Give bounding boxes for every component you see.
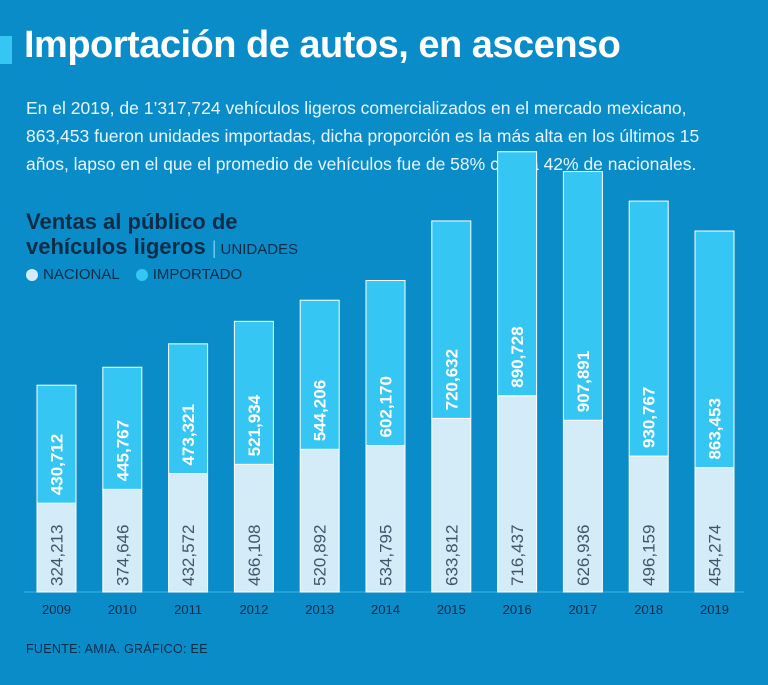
label-importado-2017: 907,891 [574,351,593,412]
legend-item-nacional: NACIONAL [26,266,120,283]
x-tick-label-2016: 2016 [503,602,532,617]
x-tick-label-2013: 2013 [305,602,334,617]
x-tick-label-2019: 2019 [700,602,729,617]
source-note: FUENTE: AMIA. GRÁFICO: EE [26,642,208,656]
x-tick-label-2011: 2011 [174,602,202,617]
chart-unit: UNIDADES [220,241,299,258]
label-nacional-2017: 626,936 [574,525,593,586]
label-importado-2013: 544,206 [311,380,330,441]
bar-importado-2017 [562,171,603,421]
bar-importado-2010 [102,366,143,490]
label-importado-2014: 602,170 [377,376,396,437]
x-tick-label-2017: 2017 [568,602,597,617]
bar-importado-2009 [36,384,77,504]
bar-importado-2012 [233,320,274,465]
title-accent-bar [0,36,12,64]
bar-importado-2014 [365,280,406,446]
bar-nacional-2016 [497,395,538,593]
x-tick-label-2009: 2009 [42,602,71,617]
x-tick-label-2018: 2018 [634,602,663,617]
legend-swatch-nacional [26,268,38,281]
label-importado-2011: 473,321 [179,404,198,465]
label-nacional-2010: 374,646 [113,525,132,586]
bar-nacional-2013 [299,448,340,593]
page-title: Importación de autos, en ascenso [24,24,621,66]
bar-importado-2013 [299,299,340,450]
bar-nacional-2010 [102,488,143,593]
chart-title-line1: Ventas al público de [26,209,238,234]
bar-nacional-2018 [628,455,669,593]
label-importado-2016: 890,728 [508,326,527,387]
bar-nacional-2012 [233,463,274,593]
bar-nacional-2017 [562,419,603,593]
x-tick-label-2015: 2015 [437,602,466,617]
bar-importado-2018 [628,200,669,457]
bar-importado-2015 [431,220,472,419]
chart-title-line2: vehículos ligeros [26,234,206,259]
label-nacional-2019: 454,274 [706,525,725,586]
bar-nacional-2011 [168,473,209,593]
bar-importado-2019 [694,230,735,469]
label-importado-2012: 521,934 [245,394,264,456]
x-tick-label-2010: 2010 [108,602,137,617]
label-nacional-2016: 716,437 [508,525,527,586]
x-tick-label-2012: 2012 [239,602,268,617]
legend-item-importado: IMPORTADO [135,266,243,283]
x-tick-label-2014: 2014 [371,602,400,617]
label-importado-2018: 930,767 [640,387,659,448]
legend-swatch-importado [135,268,148,281]
label-nacional-2015: 633,812 [442,525,461,586]
bar-nacional-2009 [36,502,77,593]
chart-title: Ventas al público de vehículos ligeros |… [26,209,299,259]
label-nacional-2014: 534,795 [377,525,396,586]
label-importado-2015: 720,632 [442,349,461,410]
bar-importado-2011 [168,343,209,475]
bar-nacional-2019 [694,467,735,593]
label-nacional-2011: 432,572 [179,525,198,586]
label-nacional-2012: 466,108 [245,525,264,586]
label-nacional-2009: 324,213 [48,525,67,586]
label-importado-2010: 445,767 [113,420,132,481]
label-nacional-2018: 496,159 [640,525,659,586]
legend: NACIONAL IMPORTADO [26,266,242,283]
legend-label-nacional: NACIONAL [43,266,120,283]
label-importado-2019: 863,453 [706,398,725,459]
bar-nacional-2014 [365,444,406,593]
label-importado-2009: 430,712 [48,434,67,495]
bar-importado-2016 [497,151,538,397]
bar-nacional-2015 [431,417,472,593]
legend-label-importado: IMPORTADO [152,266,243,283]
label-nacional-2013: 520,892 [311,525,330,586]
